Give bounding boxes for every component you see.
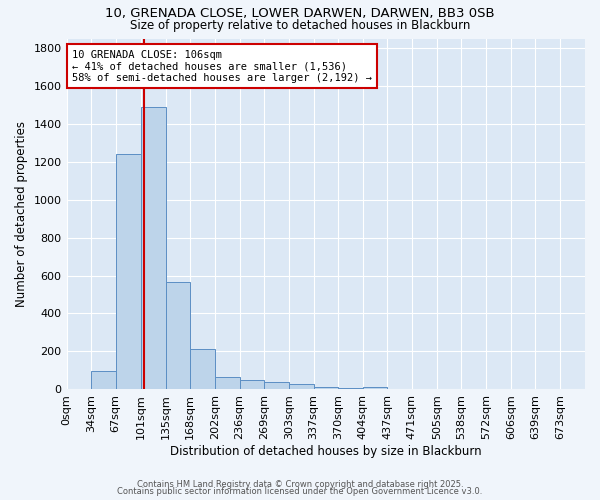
Bar	[314, 387, 338, 389]
Bar	[338, 388, 363, 389]
X-axis label: Distribution of detached houses by size in Blackburn: Distribution of detached houses by size …	[170, 444, 482, 458]
Bar	[363, 387, 387, 389]
Text: 10 GRENADA CLOSE: 106sqm
← 41% of detached houses are smaller (1,536)
58% of sem: 10 GRENADA CLOSE: 106sqm ← 41% of detach…	[72, 50, 372, 82]
Bar	[190, 350, 215, 389]
Y-axis label: Number of detached properties: Number of detached properties	[15, 121, 28, 307]
Text: 10, GRENADA CLOSE, LOWER DARWEN, DARWEN, BB3 0SB: 10, GRENADA CLOSE, LOWER DARWEN, DARWEN,…	[105, 8, 495, 20]
Bar	[140, 107, 166, 389]
Bar	[215, 377, 239, 389]
Bar	[166, 282, 190, 389]
Text: Size of property relative to detached houses in Blackburn: Size of property relative to detached ho…	[130, 18, 470, 32]
Bar	[116, 154, 140, 389]
Text: Contains public sector information licensed under the Open Government Licence v3: Contains public sector information licen…	[118, 487, 482, 496]
Bar	[239, 380, 264, 389]
Text: Contains HM Land Registry data © Crown copyright and database right 2025.: Contains HM Land Registry data © Crown c…	[137, 480, 463, 489]
Bar	[264, 382, 289, 389]
Bar	[387, 388, 412, 389]
Bar	[289, 384, 314, 389]
Bar	[91, 371, 116, 389]
